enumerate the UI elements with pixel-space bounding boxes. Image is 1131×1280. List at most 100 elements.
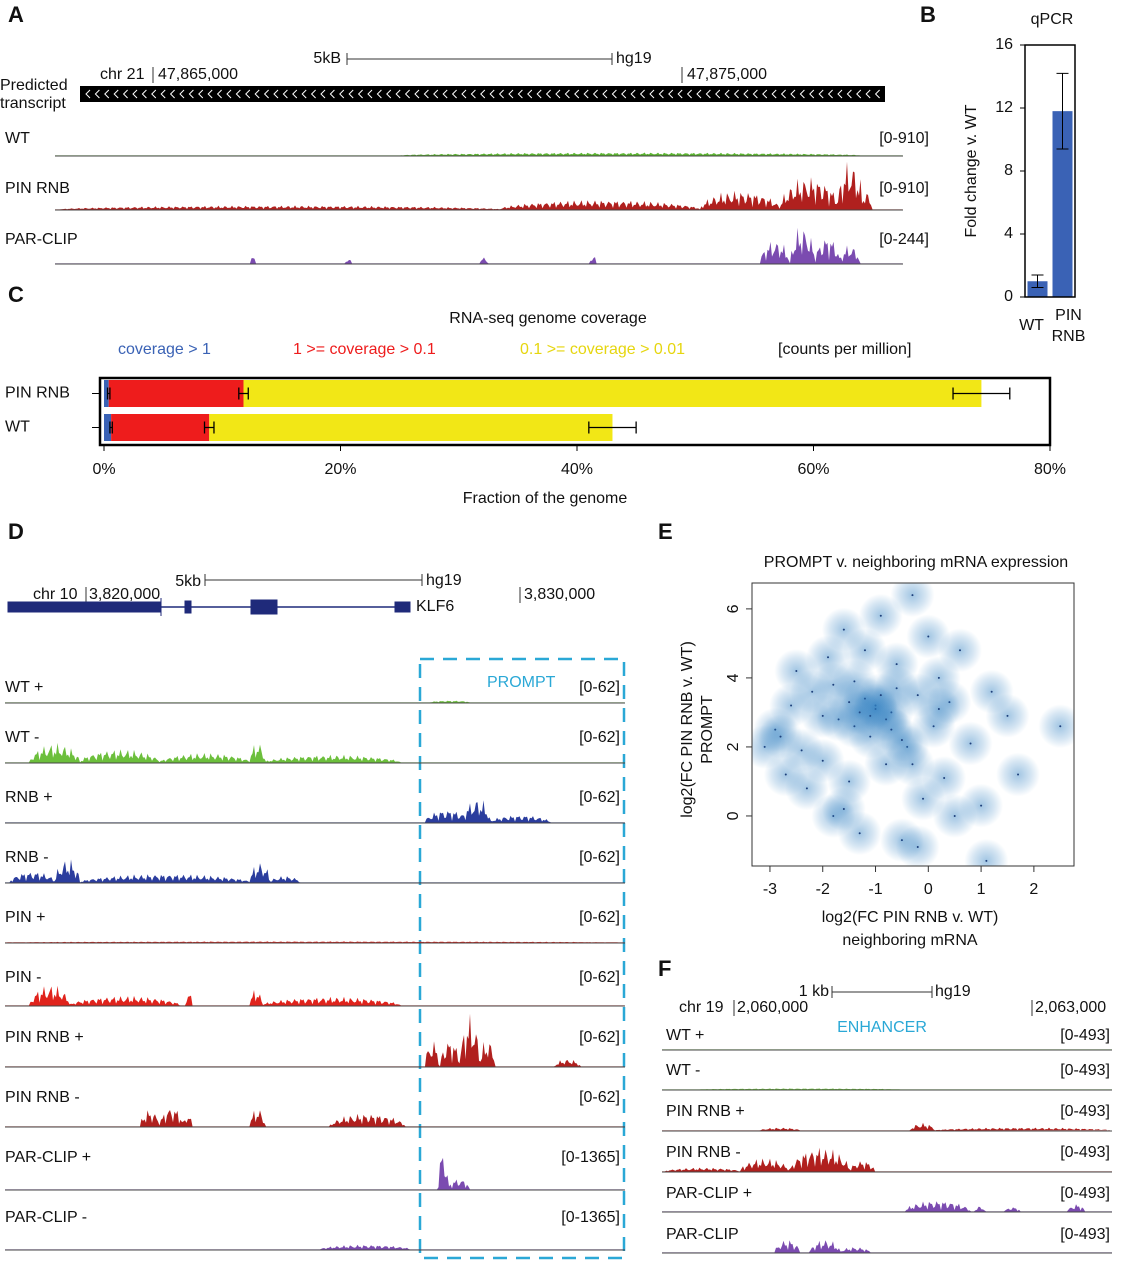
chrom-label: chr 19 bbox=[679, 999, 724, 1016]
assembly-label: hg19 bbox=[935, 983, 971, 1000]
x-tick-label: 20% bbox=[324, 461, 356, 478]
highlight-box bbox=[418, 657, 626, 1260]
point bbox=[879, 694, 882, 697]
error-bar bbox=[1031, 274, 1044, 289]
density-point bbox=[964, 838, 1009, 866]
scale-bar bbox=[831, 986, 933, 998]
gene-label: KLF6 bbox=[416, 598, 454, 615]
chart-title: qPCR bbox=[1031, 11, 1074, 28]
coverage-track bbox=[5, 1013, 625, 1067]
track-range: [0-62] bbox=[579, 849, 620, 866]
track-label: WT bbox=[5, 130, 30, 147]
point bbox=[1059, 725, 1062, 728]
x-axis-label: Fraction of the genome bbox=[463, 490, 628, 507]
chevron bbox=[85, 89, 880, 99]
track-range: [0-62] bbox=[579, 909, 620, 926]
error-bar bbox=[106, 387, 111, 400]
x-tick-label: -2 bbox=[816, 881, 830, 898]
track-label: PAR-CLIP bbox=[666, 1226, 739, 1243]
y-axis-label: Fold change v. WT bbox=[963, 104, 980, 237]
bar bbox=[1052, 111, 1073, 298]
scale-label: 5kB bbox=[313, 50, 341, 67]
bar-segment bbox=[104, 414, 112, 441]
track-range: [0-62] bbox=[579, 789, 620, 806]
point bbox=[842, 628, 845, 631]
y-tick-label: PIN RNB bbox=[5, 385, 70, 402]
track-label: PIN + bbox=[5, 909, 45, 926]
transcript-label: transcript bbox=[0, 95, 66, 112]
bar-segment bbox=[111, 414, 210, 441]
x-tick-label: 0 bbox=[924, 881, 933, 898]
y-axis-label: PROMPT bbox=[699, 695, 716, 764]
legend-entry: coverage > 1 bbox=[118, 341, 211, 358]
coverage-track bbox=[5, 700, 625, 703]
point bbox=[848, 701, 851, 704]
chrom-label: chr 10 bbox=[33, 586, 78, 603]
point bbox=[937, 676, 940, 679]
x-tick-label: -1 bbox=[868, 881, 882, 898]
density-point bbox=[1038, 704, 1074, 749]
position-label: 47,875,000 bbox=[687, 66, 767, 83]
x-tick-label: PIN RNB bbox=[1052, 307, 1086, 345]
coverage-track bbox=[55, 161, 903, 210]
error-bar bbox=[588, 421, 637, 434]
point bbox=[1006, 714, 1009, 717]
point bbox=[879, 614, 882, 617]
x-tick-label: -3 bbox=[763, 881, 777, 898]
x-tick-label: WT bbox=[1019, 317, 1044, 334]
chart-title: PROMPT v. neighboring mRNA expression bbox=[764, 554, 1068, 571]
highlight-label: ENHANCER bbox=[837, 1019, 927, 1036]
track-label: PIN RNB + bbox=[5, 1029, 84, 1046]
point bbox=[779, 735, 782, 738]
coverage-track bbox=[5, 1157, 625, 1190]
y-tick-label: 2 bbox=[725, 742, 742, 751]
bar bbox=[1027, 281, 1048, 297]
track-range: [0-910] bbox=[879, 130, 929, 147]
bar-segment bbox=[108, 380, 244, 407]
coverage-track bbox=[662, 1201, 1112, 1212]
track-label: PAR-CLIP bbox=[5, 231, 78, 248]
x-tick-label: 80% bbox=[1034, 461, 1066, 478]
highlight-label: PROMPT bbox=[487, 674, 556, 691]
point bbox=[790, 704, 793, 707]
track-label: PIN RNB - bbox=[666, 1144, 741, 1161]
x-tick-label: 40% bbox=[561, 461, 593, 478]
x-axis-label: log2(FC PIN RNB v. WT) bbox=[822, 909, 999, 926]
position-label: 3,830,000 bbox=[524, 586, 595, 603]
point bbox=[980, 804, 983, 807]
point bbox=[805, 787, 808, 790]
x-tick-label: 60% bbox=[797, 461, 829, 478]
error-bar bbox=[1056, 72, 1069, 150]
track-label: WT + bbox=[666, 1027, 704, 1044]
coverage-track bbox=[55, 152, 903, 156]
track-label: RNB + bbox=[5, 789, 53, 806]
point bbox=[795, 670, 798, 673]
point bbox=[900, 739, 903, 742]
plot-frame bbox=[1024, 44, 1076, 298]
scale-label: 5kb bbox=[175, 573, 201, 590]
y-axis-label: log2(FC PIN RNB v. WT) bbox=[679, 641, 696, 818]
error-bar bbox=[952, 387, 1011, 400]
assembly-label: hg19 bbox=[426, 572, 462, 589]
point bbox=[911, 763, 914, 766]
density-point bbox=[895, 825, 940, 866]
point bbox=[842, 808, 845, 811]
track-label: RNB - bbox=[5, 849, 49, 866]
bar-segment bbox=[209, 414, 613, 441]
coverage-track bbox=[5, 1244, 625, 1250]
point bbox=[911, 594, 914, 597]
point bbox=[827, 656, 830, 659]
y-tick-label: 4 bbox=[1004, 225, 1013, 242]
track-range: [0-910] bbox=[879, 180, 929, 197]
track-range: [0-493] bbox=[1060, 1226, 1110, 1243]
x-tick-label: 2 bbox=[1029, 881, 1038, 898]
track-range: [0-493] bbox=[1060, 1103, 1110, 1120]
scale-bar bbox=[346, 53, 613, 65]
panel-label: B bbox=[920, 2, 936, 27]
track-label: PIN RNB + bbox=[666, 1103, 745, 1120]
point bbox=[784, 773, 787, 776]
track-label: WT + bbox=[5, 679, 43, 696]
bar-segment bbox=[243, 380, 982, 407]
point bbox=[943, 776, 946, 779]
y-tick-label: 4 bbox=[725, 673, 742, 682]
